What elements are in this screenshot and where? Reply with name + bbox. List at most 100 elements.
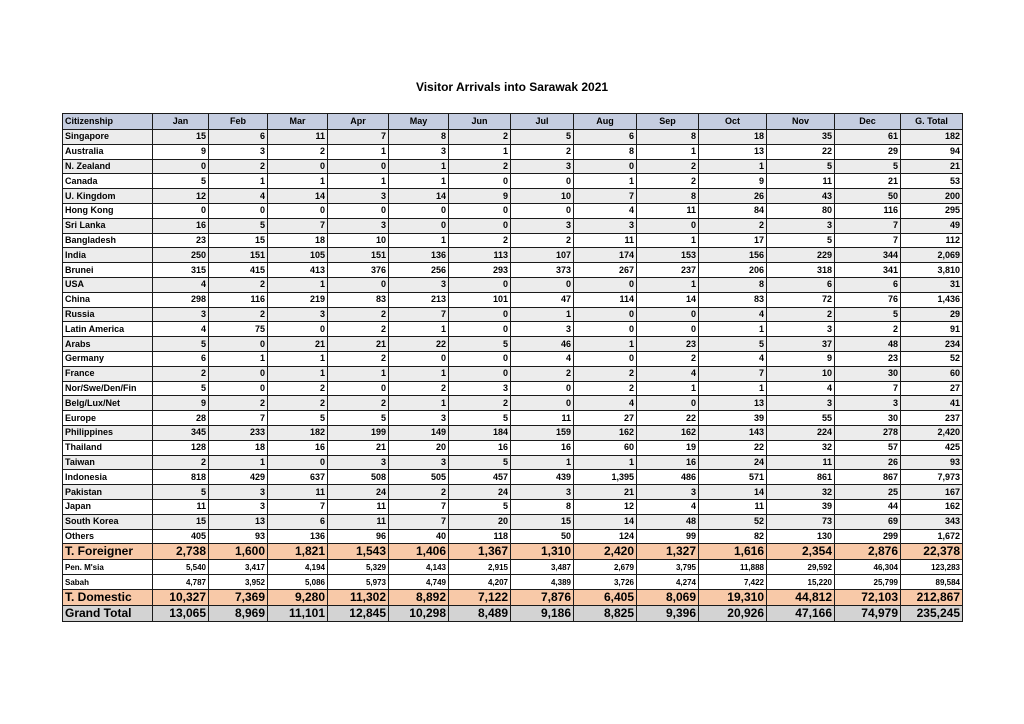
- table-row: Others 405 93 136 96 40 118 50 124 99 82 130 299 1,67…: [62, 528, 963, 545]
- cell-value: 237: [900, 410, 963, 426]
- cell-value: 0: [327, 158, 389, 175]
- table-row: Bangladesh 23 15 18 10 1 2 2 11 1 17 5 7 112: [62, 232, 963, 249]
- cell-value: 0: [267, 202, 328, 219]
- cell-value: 1,672: [900, 528, 963, 545]
- cell-value: 61: [834, 129, 901, 145]
- cell-value: 6: [208, 129, 268, 145]
- cell-value: 299: [834, 528, 901, 545]
- cell-value: 415: [208, 262, 268, 278]
- cell-value: 5: [448, 454, 511, 471]
- cell-value: 47,166: [766, 604, 835, 622]
- cell-value: 9: [766, 350, 835, 367]
- cell-value: 341: [834, 262, 901, 278]
- cell-value: 174: [573, 247, 637, 264]
- cell-value: 1: [388, 365, 449, 382]
- cell-value: 3: [510, 484, 574, 500]
- cell-value: 2,876: [834, 543, 901, 561]
- cell-value: 2: [208, 158, 268, 175]
- row-label: Nor/Swe/Den/Fin: [62, 380, 153, 397]
- row-label: Sri Lanka: [62, 217, 153, 234]
- cell-value: 30: [834, 410, 901, 426]
- cell-value: 55: [766, 410, 835, 426]
- cell-value: 5: [448, 498, 511, 515]
- cell-value: 8,969: [208, 604, 268, 622]
- cell-value: 50: [834, 188, 901, 204]
- cell-value: 2: [573, 365, 637, 382]
- cell-value: 0: [267, 454, 328, 471]
- column-header: Feb: [208, 113, 268, 130]
- cell-value: 867: [834, 469, 901, 486]
- cell-value: 0: [152, 202, 209, 219]
- cell-value: 94: [900, 143, 963, 160]
- cell-value: 128: [152, 439, 209, 456]
- cell-value: 16: [636, 454, 699, 471]
- cell-value: 199: [327, 424, 389, 441]
- visitor-arrivals-table: Citizenship Jan Feb Mar Apr May Jun Jul Aug Sep Oc…: [62, 113, 963, 622]
- cell-value: 2: [636, 350, 699, 367]
- cell-value: 26: [698, 188, 767, 204]
- cell-value: 1,395: [573, 469, 637, 486]
- cell-value: 250: [152, 247, 209, 264]
- cell-value: 0: [448, 350, 511, 367]
- cell-value: 46,304: [834, 559, 901, 576]
- cell-value: 1: [388, 232, 449, 249]
- cell-value: 7,422: [698, 574, 767, 590]
- cell-value: 28: [152, 410, 209, 426]
- row-label: Canada: [62, 173, 153, 190]
- cell-value: 429: [208, 469, 268, 486]
- cell-value: 143: [698, 424, 767, 441]
- cell-value: 22,378: [900, 543, 963, 561]
- cell-value: 5: [510, 129, 574, 145]
- row-label: Taiwan: [62, 454, 153, 471]
- cell-value: 2: [448, 395, 511, 412]
- column-header: Aug: [573, 113, 637, 130]
- row-label: India: [62, 247, 153, 264]
- cell-value: 11: [573, 232, 637, 249]
- cell-value: 5: [152, 336, 209, 352]
- cell-value: 10,327: [152, 588, 209, 606]
- cell-value: 48: [636, 513, 699, 530]
- cell-value: 114: [573, 291, 637, 308]
- table-row: Pakistan 5 3 11 24 2 24 3 21 3 14 32 25 167: [62, 484, 963, 500]
- cell-value: 7,876: [510, 588, 574, 606]
- table-row: Canada 5 1 1 1 1 0 0 1 2 9 11 21 53: [62, 173, 963, 190]
- row-label: T. Foreigner: [62, 543, 153, 561]
- cell-value: 425: [900, 439, 963, 456]
- cell-value: 26: [834, 454, 901, 471]
- cell-value: 16: [510, 439, 574, 456]
- cell-value: 237: [636, 262, 699, 278]
- cell-value: 7: [834, 232, 901, 249]
- row-label: South Korea: [62, 513, 153, 530]
- cell-value: 5: [208, 217, 268, 234]
- cell-value: 235,245: [900, 604, 963, 622]
- table-row: Germany 6 1 1 2 0 0 4 0 2 4 9 23 52: [62, 350, 963, 367]
- cell-value: 0: [636, 306, 699, 323]
- cell-value: 162: [900, 498, 963, 515]
- cell-value: 0: [208, 365, 268, 382]
- cell-value: 4: [510, 350, 574, 367]
- cell-value: 1: [510, 454, 574, 471]
- cell-value: 29: [834, 143, 901, 160]
- cell-value: 0: [573, 306, 637, 323]
- cell-value: 93: [208, 528, 268, 545]
- table-row: Latin America 4 75 0 2 1 0 3 0 0 1 3 2 91: [62, 321, 963, 338]
- cell-value: 5: [448, 336, 511, 352]
- cell-value: 22: [636, 410, 699, 426]
- cell-value: 13: [208, 513, 268, 530]
- row-label: Brunei: [62, 262, 153, 278]
- cell-value: 8: [636, 188, 699, 204]
- cell-value: 318: [766, 262, 835, 278]
- total-domestic-row: T. Domestic 10,327 7,369 9,280 11,302 8,892 7,…: [62, 588, 963, 606]
- cell-value: 0: [327, 380, 389, 397]
- cell-value: 5: [766, 232, 835, 249]
- cell-value: 6: [267, 513, 328, 530]
- cell-value: 15: [152, 513, 209, 530]
- column-header: G. Total: [900, 113, 963, 130]
- cell-value: 23: [834, 350, 901, 367]
- cell-value: 5,086: [267, 574, 328, 590]
- cell-value: 151: [327, 247, 389, 264]
- cell-value: 50: [510, 528, 574, 545]
- cell-value: 0: [208, 336, 268, 352]
- cell-value: 7: [267, 498, 328, 515]
- cell-value: 30: [834, 365, 901, 382]
